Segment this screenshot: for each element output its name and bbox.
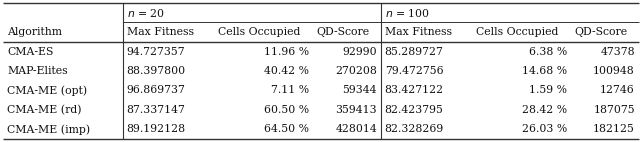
- Text: 92990: 92990: [342, 47, 377, 57]
- Text: CMA-ES: CMA-ES: [7, 47, 53, 57]
- Text: CMA-ME (imp): CMA-ME (imp): [7, 124, 90, 135]
- Text: 187075: 187075: [593, 105, 635, 115]
- Text: 26.03 %: 26.03 %: [522, 124, 567, 134]
- Text: CMA-ME (rd): CMA-ME (rd): [7, 105, 81, 115]
- Text: QD-Score: QD-Score: [317, 27, 370, 37]
- Text: Algorithm: Algorithm: [7, 27, 62, 37]
- Text: 88.397800: 88.397800: [127, 66, 186, 76]
- Text: Cells Occupied: Cells Occupied: [476, 27, 558, 37]
- Text: 82.423795: 82.423795: [385, 105, 444, 115]
- Text: 359413: 359413: [335, 105, 377, 115]
- Text: 82.328269: 82.328269: [385, 124, 444, 134]
- Text: 182125: 182125: [593, 124, 635, 134]
- Text: 428014: 428014: [335, 124, 377, 134]
- Text: 85.289727: 85.289727: [385, 47, 444, 57]
- Text: QD-Score: QD-Score: [575, 27, 628, 37]
- Text: 47378: 47378: [600, 47, 635, 57]
- Text: 79.472756: 79.472756: [385, 66, 444, 76]
- Text: 12746: 12746: [600, 85, 635, 95]
- Text: $n$ = 20: $n$ = 20: [127, 7, 165, 19]
- Text: MAP-Elites: MAP-Elites: [7, 66, 68, 76]
- Text: 40.42 %: 40.42 %: [264, 66, 309, 76]
- Text: 87.337147: 87.337147: [127, 105, 186, 115]
- Text: CMA-ME (opt): CMA-ME (opt): [7, 85, 87, 96]
- Text: 1.59 %: 1.59 %: [529, 85, 567, 95]
- Text: $n$ = 100: $n$ = 100: [385, 7, 429, 19]
- Text: 100948: 100948: [593, 66, 635, 76]
- Text: 11.96 %: 11.96 %: [264, 47, 309, 57]
- Text: Cells Occupied: Cells Occupied: [218, 27, 300, 37]
- Text: 64.50 %: 64.50 %: [264, 124, 309, 134]
- Text: 270208: 270208: [335, 66, 377, 76]
- Text: 6.38 %: 6.38 %: [529, 47, 567, 57]
- Text: 96.869737: 96.869737: [127, 85, 186, 95]
- Text: 94.727357: 94.727357: [127, 47, 186, 57]
- Text: 83.427122: 83.427122: [385, 85, 444, 95]
- Text: 60.50 %: 60.50 %: [264, 105, 309, 115]
- Text: 14.68 %: 14.68 %: [522, 66, 567, 76]
- Text: 28.42 %: 28.42 %: [522, 105, 567, 115]
- Text: Max Fitness: Max Fitness: [127, 27, 194, 37]
- Text: Max Fitness: Max Fitness: [385, 27, 452, 37]
- Text: 89.192128: 89.192128: [127, 124, 186, 134]
- Text: 7.11 %: 7.11 %: [271, 85, 309, 95]
- Text: 59344: 59344: [342, 85, 377, 95]
